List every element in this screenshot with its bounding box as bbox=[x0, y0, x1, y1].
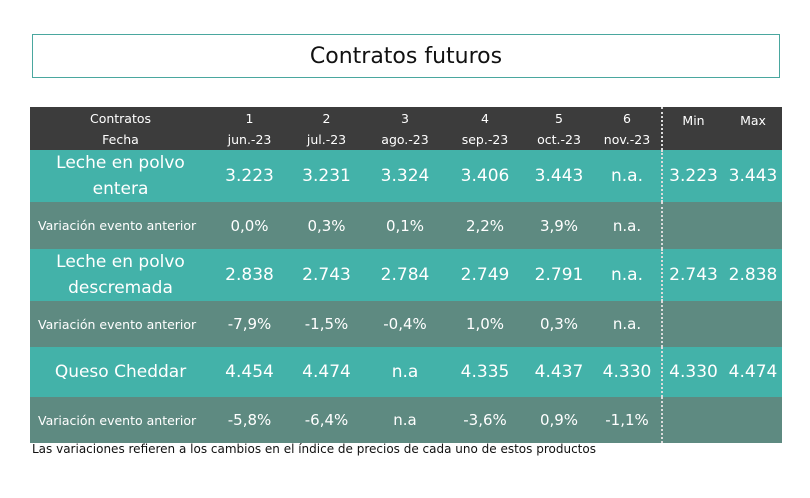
contract-number: 2 bbox=[322, 110, 331, 126]
futures-table: Contratos Fecha 1 jun.-23 2 jul.-23 3 ag… bbox=[30, 107, 782, 443]
variation-row-leche-entera: Variación evento anterior 0,0% 0,3% 0,1%… bbox=[30, 202, 782, 249]
product-row-leche-entera: Leche en polvo entera 3.223 3.231 3.324 … bbox=[30, 150, 782, 202]
variation-cell: n.a bbox=[393, 411, 417, 429]
variation-cell: 1,0% bbox=[465, 315, 505, 333]
value-cell: 4.330 bbox=[593, 347, 663, 397]
contracts-label: Contratos bbox=[89, 110, 152, 126]
value-cell: n.a. bbox=[593, 249, 663, 301]
variation-cell: 2,2% bbox=[465, 216, 505, 235]
variation-cell: 3,9% bbox=[539, 216, 579, 235]
contract-date: ago.-23 bbox=[381, 131, 429, 147]
variation-cell: -3,6% bbox=[463, 411, 507, 429]
value-cell: 3.231 bbox=[302, 166, 351, 186]
value-cell: 3.223 bbox=[225, 166, 274, 186]
product-label-line: Leche en polvo bbox=[56, 153, 185, 173]
variation-cell: 0,3% bbox=[539, 315, 579, 333]
product-label-line: entera bbox=[92, 179, 149, 199]
variation-label: Variación evento anterior bbox=[38, 316, 197, 332]
empty-cell bbox=[724, 202, 782, 249]
value-cell: 3.443 bbox=[534, 166, 584, 186]
header-row: Contratos Fecha 1 jun.-23 2 jul.-23 3 ag… bbox=[30, 107, 782, 150]
product-label-line: descremada bbox=[68, 278, 173, 298]
contract-date: nov.-23 bbox=[603, 131, 651, 147]
variation-cell: 0,0% bbox=[230, 216, 269, 235]
header-col-2: 2 jul.-23 bbox=[288, 107, 365, 150]
page-title: Contratos futuros bbox=[309, 43, 503, 69]
variation-cell: -6,4% bbox=[304, 411, 349, 429]
empty-cell bbox=[724, 397, 782, 443]
variation-cell: -5,8% bbox=[227, 411, 272, 429]
min-cell: 2.743 bbox=[669, 265, 718, 285]
value-cell: 4.454 bbox=[225, 362, 274, 382]
header-min: Min bbox=[682, 113, 705, 128]
value-cell: 4.437 bbox=[534, 362, 584, 382]
value-cell: 2.784 bbox=[380, 265, 430, 285]
contract-number: 1 bbox=[245, 110, 254, 126]
variation-cell: -1,5% bbox=[304, 315, 349, 333]
contract-date: jun.-23 bbox=[227, 131, 272, 147]
date-label: Fecha bbox=[102, 131, 139, 147]
contract-number: 6 bbox=[623, 110, 631, 126]
header-col-3: 3 ago.-23 bbox=[365, 107, 445, 150]
product-label: Leche en polvo descremada bbox=[30, 249, 211, 301]
product-label: Leche en polvo entera bbox=[30, 150, 211, 202]
header-col-4: 4 sep.-23 bbox=[445, 107, 525, 150]
variation-cell: 0,3% bbox=[307, 216, 346, 235]
max-cell: 2.838 bbox=[728, 265, 778, 285]
footnote: Las variaciones refieren a los cambios e… bbox=[32, 442, 596, 456]
product-label: Queso Cheddar bbox=[54, 362, 187, 382]
empty-cell bbox=[662, 202, 724, 249]
contract-number: 3 bbox=[401, 110, 409, 126]
variation-cell: n.a. bbox=[593, 301, 663, 347]
contract-number: 5 bbox=[555, 110, 563, 126]
product-row-queso-cheddar: Queso Cheddar 4.454 4.474 n.a 4.335 4.43… bbox=[30, 347, 782, 397]
value-cell: 2.743 bbox=[302, 265, 351, 285]
variation-cell: -0,4% bbox=[383, 315, 427, 333]
contract-date: oct.-23 bbox=[537, 131, 581, 147]
header-col-5: 5 oct.-23 bbox=[525, 107, 593, 150]
value-cell: 4.335 bbox=[460, 362, 510, 382]
value-cell: 3.324 bbox=[380, 166, 430, 186]
variation-label: Variación evento anterior bbox=[38, 218, 197, 233]
variation-cell: 0,9% bbox=[539, 411, 579, 429]
variation-row-queso-cheddar: Variación evento anterior -5,8% -6,4% n.… bbox=[30, 397, 782, 443]
variation-row-leche-descremada: Variación evento anterior -7,9% -1,5% -0… bbox=[30, 301, 782, 347]
contract-date: sep.-23 bbox=[461, 131, 509, 147]
value-cell: n.a. bbox=[593, 150, 663, 202]
value-cell: n.a bbox=[391, 362, 419, 382]
header-col-6: 6 nov.-23 bbox=[593, 107, 663, 150]
value-cell: 4.474 bbox=[302, 362, 351, 382]
product-label-line: Leche en polvo bbox=[56, 252, 185, 272]
title-box: Contratos futuros bbox=[32, 34, 780, 78]
empty-cell bbox=[662, 301, 724, 347]
max-cell: 4.474 bbox=[728, 362, 778, 382]
header-col-1: 1 jun.-23 bbox=[211, 107, 288, 150]
min-cell: 3.223 bbox=[669, 166, 718, 186]
value-cell: 2.838 bbox=[225, 265, 274, 285]
variation-cell: n.a. bbox=[593, 202, 663, 249]
header-max: Max bbox=[740, 113, 766, 128]
empty-cell bbox=[724, 301, 782, 347]
header-label-cell: Contratos Fecha bbox=[30, 107, 211, 150]
min-cell: 4.330 bbox=[669, 362, 718, 382]
value-cell: 2.749 bbox=[460, 265, 510, 285]
variation-label: Variación evento anterior bbox=[38, 412, 197, 428]
max-cell: 3.443 bbox=[728, 166, 778, 186]
empty-cell bbox=[662, 397, 724, 443]
value-cell: 2.791 bbox=[534, 265, 584, 285]
variation-cell: -1,1% bbox=[593, 397, 663, 443]
product-row-leche-descremada: Leche en polvo descremada 2.838 2.743 2.… bbox=[30, 249, 782, 301]
variation-cell: 0,1% bbox=[385, 216, 425, 235]
value-cell: 3.406 bbox=[460, 166, 510, 186]
contract-date: jul.-23 bbox=[306, 131, 347, 147]
contract-number: 4 bbox=[481, 110, 489, 126]
variation-cell: -7,9% bbox=[227, 315, 272, 333]
